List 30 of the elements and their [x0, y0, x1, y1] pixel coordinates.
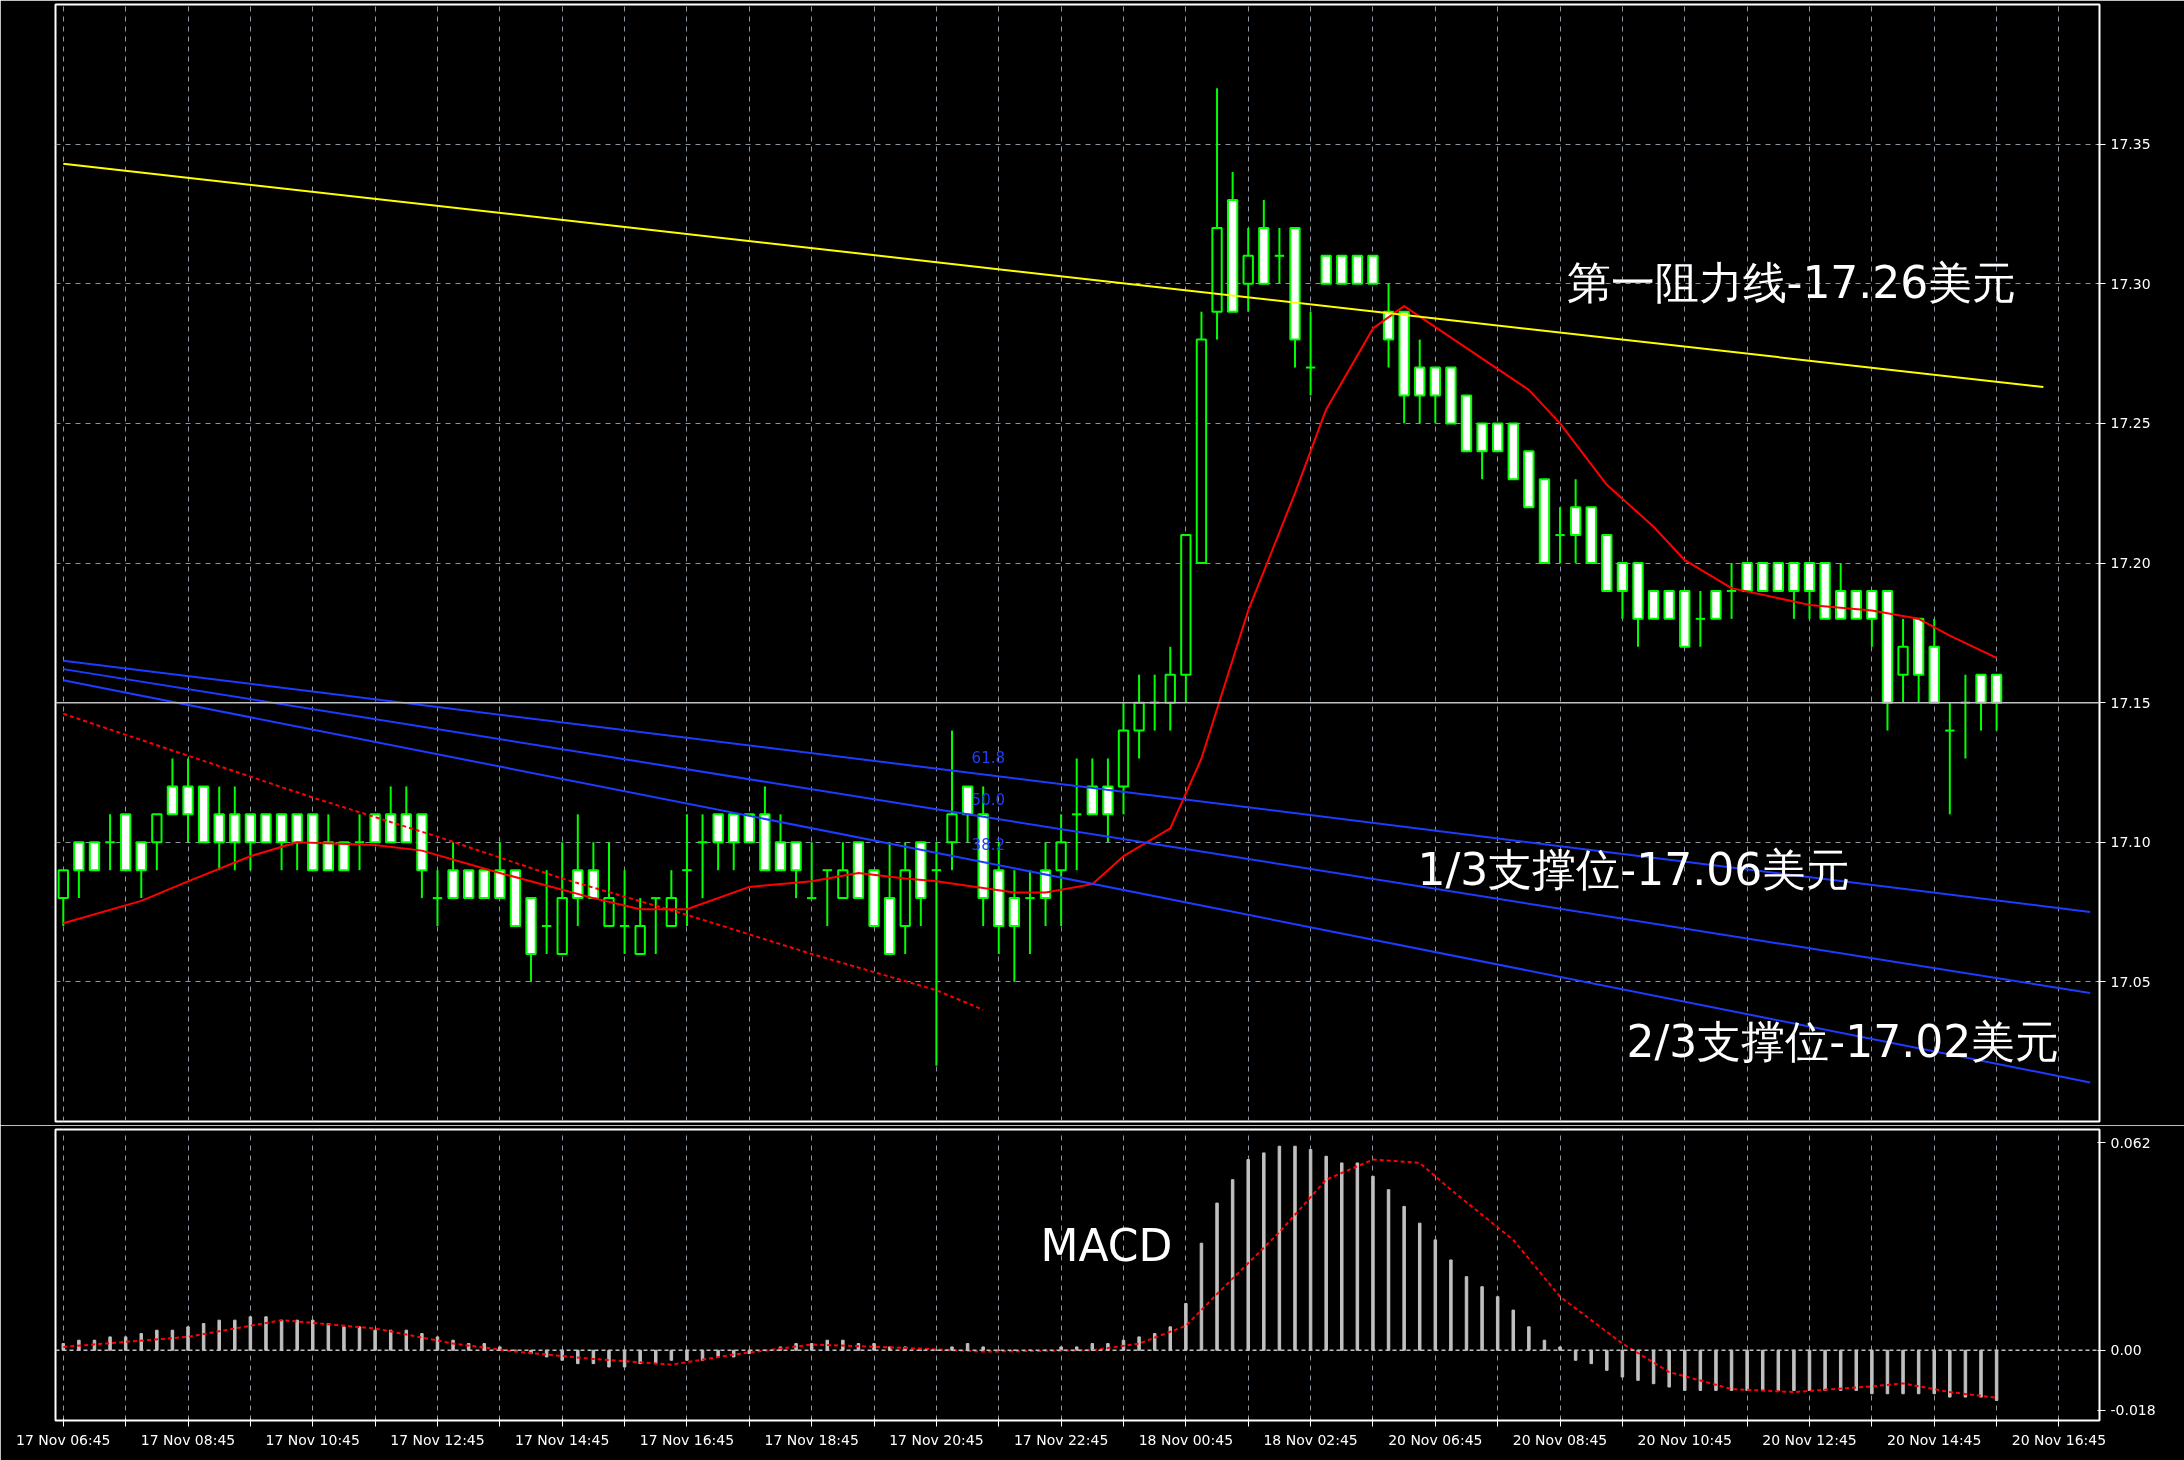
x-tick-label: 17 Nov 18:45 [764, 1431, 859, 1448]
x-tick-label: 17 Nov 14:45 [515, 1431, 610, 1448]
x-tick-label: 17 Nov 16:45 [639, 1431, 735, 1448]
y-tick-label: 17.25 [2110, 415, 2151, 432]
x-tick-label: 20 Nov 14:45 [1887, 1431, 1982, 1448]
ref-line-label: 17.15 [2110, 694, 2151, 711]
y-tick-label: 0.062 [2110, 1134, 2151, 1151]
y-tick-label: 0.00 [2110, 1342, 2142, 1359]
x-tick-label: 20 Nov 16:45 [2011, 1431, 2107, 1448]
annotation: 第一阻力线-17.26美元 [1566, 257, 2017, 308]
x-tick-label: 20 Nov 06:45 [1388, 1431, 1483, 1448]
x-tick-label: 17 Nov 12:45 [390, 1431, 485, 1448]
x-tick-label: 18 Nov 00:45 [1138, 1431, 1234, 1448]
x-tick-label: 17 Nov 06:45 [16, 1431, 111, 1448]
x-tick-label: 18 Nov 02:45 [1263, 1431, 1358, 1448]
x-tick-label: 20 Nov 08:45 [1512, 1431, 1608, 1448]
x-tick-label: 17 Nov 10:45 [265, 1431, 360, 1448]
y-tick-label: 17.35 [2110, 136, 2151, 153]
x-tick-label: 20 Nov 12:45 [1762, 1431, 1857, 1448]
x-tick-label: 17 Nov 08:45 [140, 1431, 236, 1448]
annotation: MACD [1040, 1220, 1173, 1271]
y-tick-label: 17.05 [2110, 973, 2151, 990]
y-tick-label: 17.10 [2110, 834, 2151, 851]
x-tick-label: 17 Nov 22:45 [1013, 1431, 1109, 1448]
series-label: 61.8 [971, 749, 1005, 768]
y-tick-label: -0.018 [2110, 1402, 2156, 1419]
x-tick-label: 17 Nov 20:45 [889, 1431, 984, 1448]
x-tick-label: 20 Nov 10:45 [1637, 1431, 1732, 1448]
y-tick-label: 17.30 [2110, 275, 2151, 292]
y-tick-label: 17.20 [2110, 555, 2151, 571]
